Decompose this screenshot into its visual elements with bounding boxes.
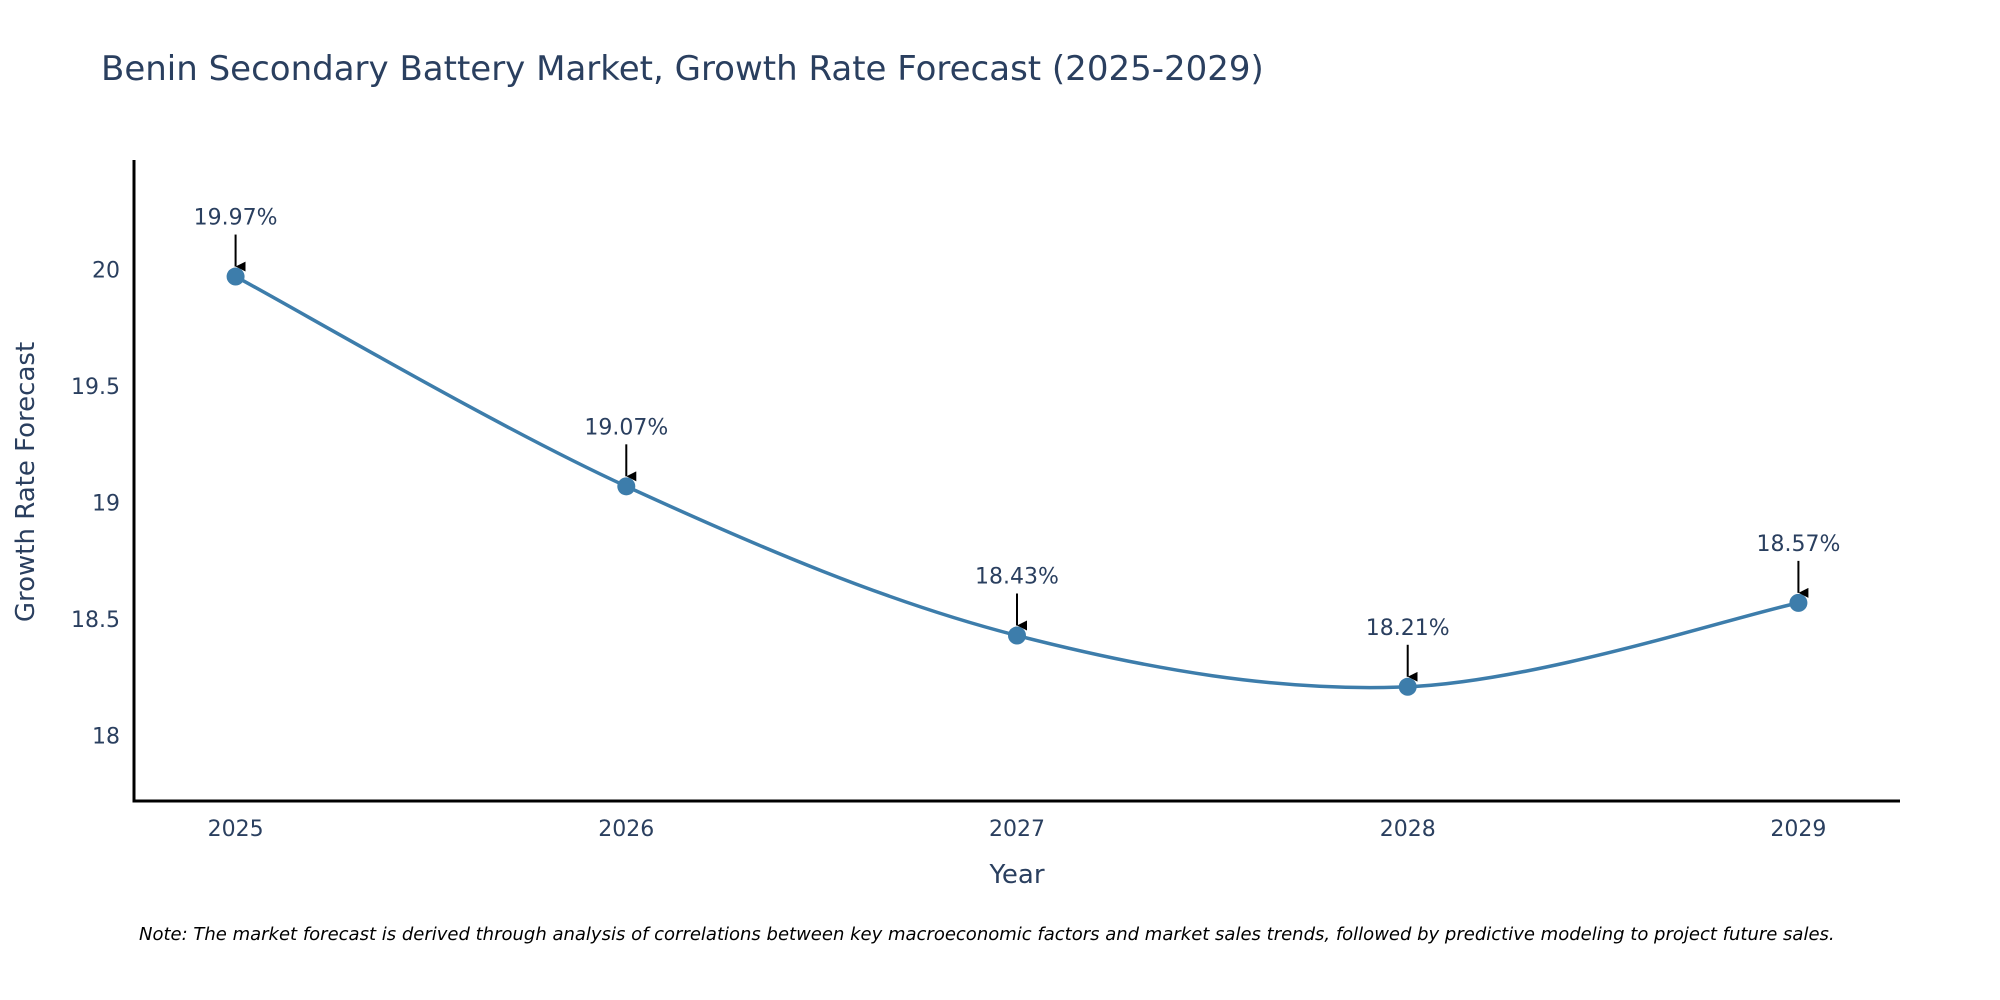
y-tick-label: 19.5 bbox=[71, 375, 120, 400]
x-axis-title: Year bbox=[988, 860, 1044, 890]
data-point bbox=[1398, 677, 1417, 696]
chart-title: Benin Secondary Battery Market, Growth R… bbox=[101, 49, 1264, 89]
y-axis-title: Growth Rate Forecast bbox=[11, 342, 41, 622]
x-ticks: 2025 2026 2027 2028 2029 bbox=[208, 817, 1827, 842]
x-tick-label: 2029 bbox=[1770, 817, 1826, 842]
series-line bbox=[234, 275, 1799, 690]
data-point bbox=[1008, 626, 1026, 645]
data-point bbox=[226, 267, 245, 286]
data-label: 19.97% bbox=[194, 206, 278, 231]
plot-area: 19.97% 19.07% 18.43% 18.21% 18.57% bbox=[194, 206, 1840, 696]
data-point bbox=[1789, 593, 1808, 612]
data-label: 18.57% bbox=[1756, 532, 1840, 557]
y-tick-label: 19 bbox=[92, 492, 120, 517]
x-tick-label: 2028 bbox=[1380, 817, 1436, 842]
data-label: 19.07% bbox=[584, 415, 668, 440]
x-tick-label: 2027 bbox=[989, 817, 1045, 842]
y-tick-label: 18 bbox=[92, 725, 120, 750]
y-tick-label: 20 bbox=[92, 259, 120, 284]
footnote: Note: The market forecast is derived thr… bbox=[139, 924, 1835, 945]
data-label: 18.43% bbox=[975, 565, 1059, 590]
data-label: 18.21% bbox=[1366, 616, 1450, 641]
y-tick-label: 18.5 bbox=[71, 608, 120, 633]
y-ticks: 18 18.5 19 19.5 20 bbox=[71, 259, 120, 750]
data-point bbox=[617, 477, 636, 496]
x-tick-label: 2025 bbox=[208, 817, 264, 842]
x-tick-label: 2026 bbox=[598, 817, 654, 842]
